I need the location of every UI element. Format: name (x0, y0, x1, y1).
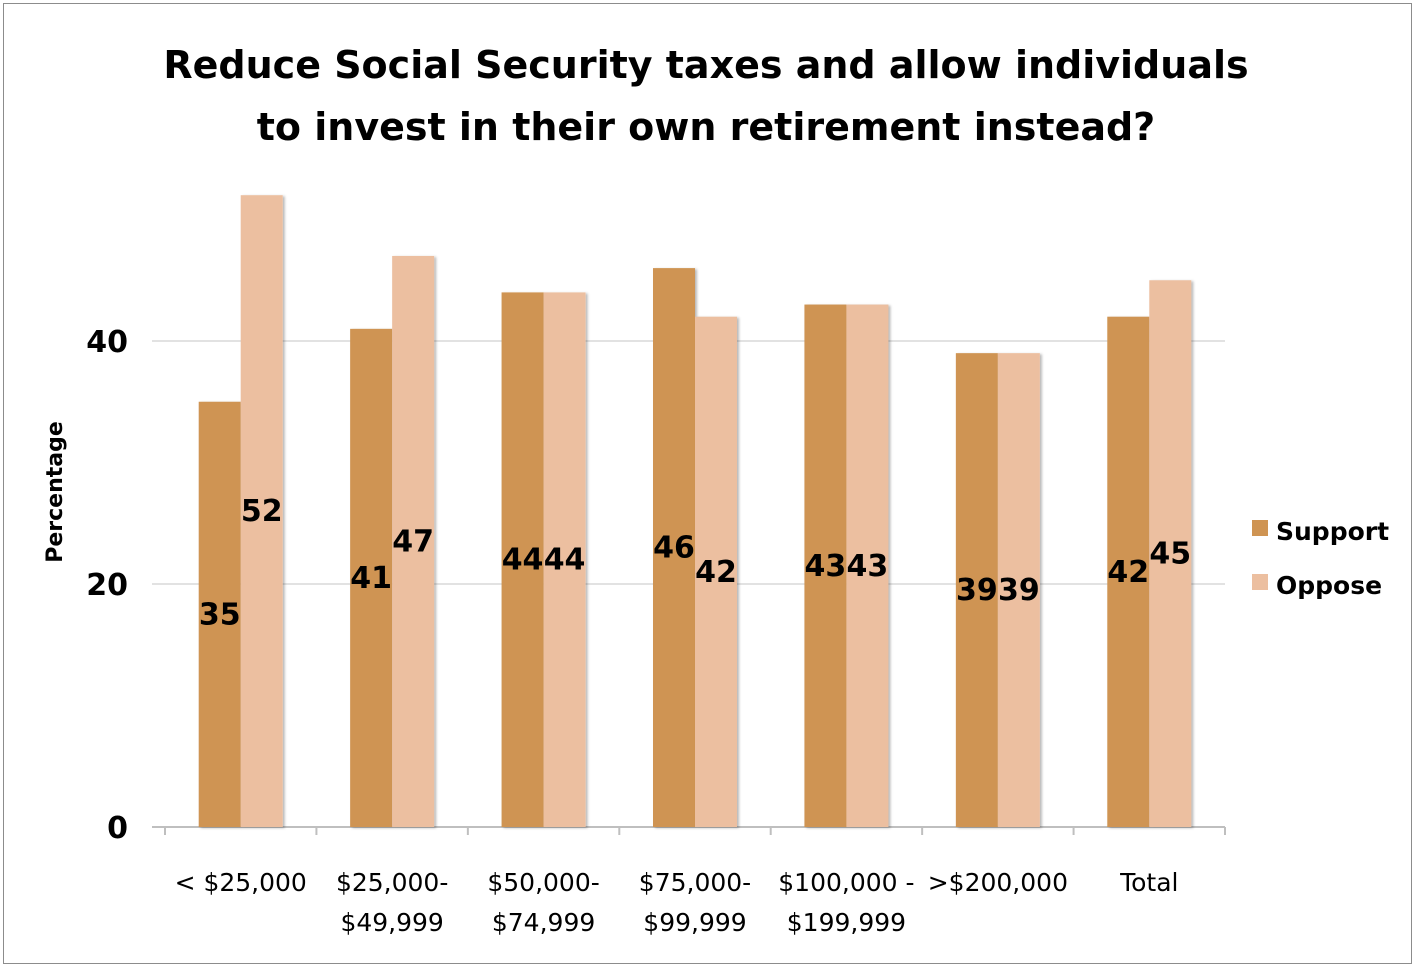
category-label: $74,999 (492, 908, 595, 937)
y-tick-label: 0 (107, 811, 128, 846)
value-label-support: 42 (1107, 555, 1149, 590)
bar-oppose (846, 304, 889, 827)
value-label-support: 35 (199, 597, 241, 632)
category-label: < $25,000 (175, 868, 307, 897)
category-label: $99,999 (643, 908, 746, 937)
y-tick-labels: 0 20 40 (86, 325, 128, 846)
value-label-oppose: 42 (695, 555, 737, 590)
chart-title: Reduce Social Security taxes and allow i… (0, 34, 1412, 158)
value-label-support: 39 (956, 573, 998, 608)
bar-oppose (997, 353, 1040, 827)
chart-title-line-2: to invest in their own retirement instea… (256, 105, 1156, 149)
y-tick-label: 20 (86, 568, 128, 603)
category-label: Total (1119, 868, 1178, 897)
y-tick-label: 40 (86, 325, 128, 360)
bar-support (1107, 316, 1150, 827)
legend: Support Oppose (1252, 517, 1389, 600)
category-labels: < $25,000 $25,000- $49,999 $50,000- $74,999 $… (175, 868, 1179, 937)
y-axis-label: Percentage (43, 421, 68, 563)
bar-oppose (240, 195, 283, 827)
bar-oppose (1149, 280, 1192, 827)
value-label-support: 44 (502, 543, 544, 578)
bars (198, 195, 1192, 828)
value-label-support: 43 (805, 549, 847, 584)
value-label-support: 41 (350, 561, 392, 596)
value-label-oppose: 47 (392, 524, 434, 559)
category-label: $49,999 (340, 908, 443, 937)
legend-label-oppose: Oppose (1276, 571, 1382, 600)
category-label: $199,999 (787, 908, 906, 937)
bar-oppose (695, 316, 737, 827)
category-label: $75,000- (639, 868, 751, 897)
value-label-oppose: 52 (241, 494, 283, 529)
bar-support (653, 268, 695, 828)
value-label-oppose: 39 (998, 573, 1040, 608)
value-label-oppose: 45 (1149, 537, 1191, 572)
value-label-support: 46 (653, 531, 695, 566)
bar-oppose (543, 292, 586, 827)
category-label: >$200,000 (928, 868, 1068, 897)
legend-label-support: Support (1276, 517, 1389, 546)
legend-swatch-oppose (1252, 574, 1268, 590)
bar-support (198, 401, 241, 827)
category-label: $25,000- (336, 868, 448, 897)
bar-support (350, 328, 393, 827)
value-label-oppose: 44 (544, 543, 586, 578)
category-label: $50,000- (487, 868, 599, 897)
legend-swatch-support (1252, 520, 1268, 536)
x-axis (152, 826, 1226, 835)
value-label-oppose: 43 (847, 549, 889, 584)
category-label: $100,000 - (778, 868, 914, 897)
bar-support (501, 292, 544, 827)
bar-oppose (392, 255, 435, 827)
bar-support (955, 353, 998, 827)
bar-support (804, 304, 847, 827)
chart-title-line-1: Reduce Social Security taxes and allow i… (163, 43, 1249, 87)
